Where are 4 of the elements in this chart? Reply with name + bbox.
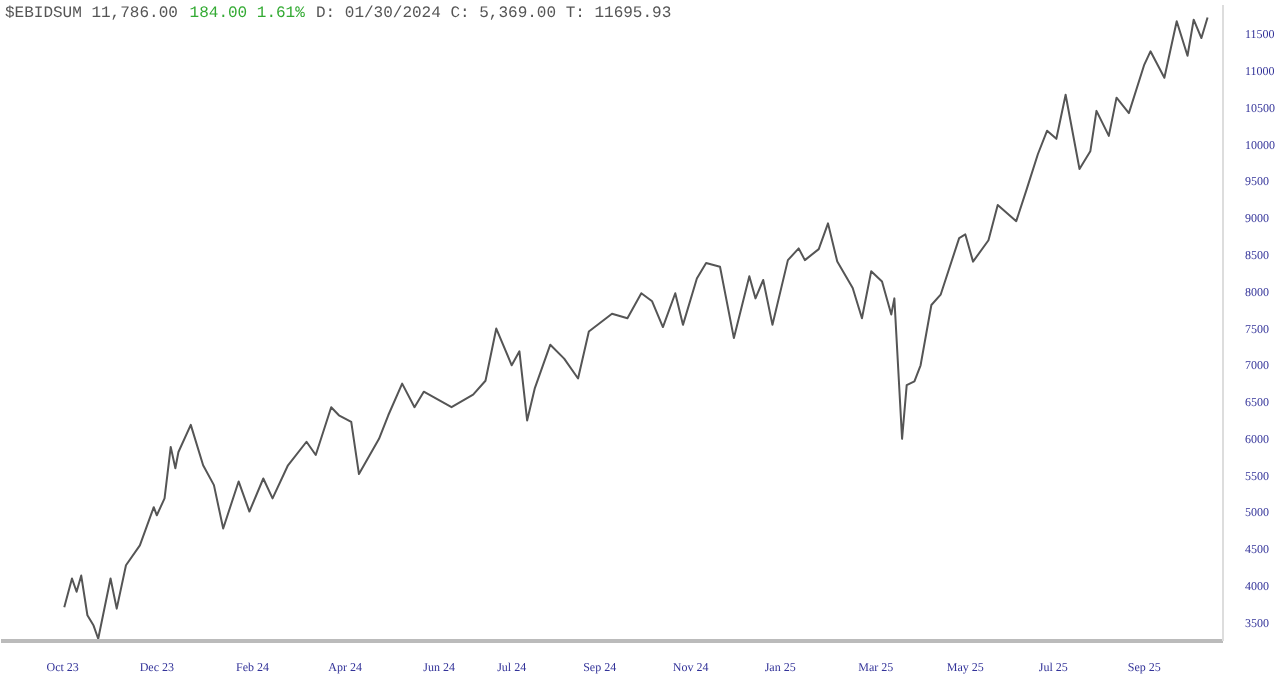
line-series [63,16,1209,640]
chart-title: $EBIDSUM 11,786.00 [5,5,179,23]
annotation: D: 01/30/2024 C: 5,369.00 T: 11695.93 [316,5,672,23]
chart-subtitle: 184.00 1.61% [189,5,306,23]
